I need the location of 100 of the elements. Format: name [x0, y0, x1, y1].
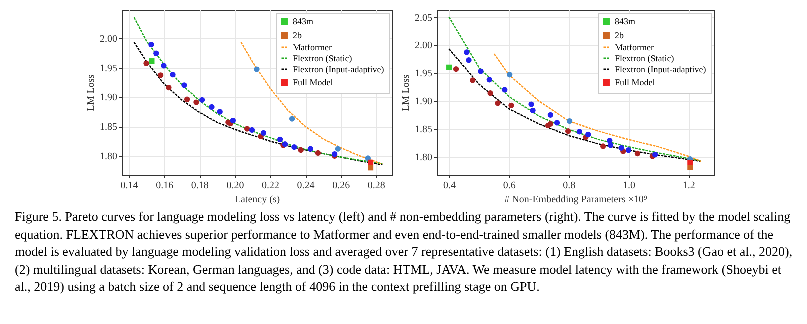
x-axis-title: Latency (s) — [234, 194, 280, 206]
y-tick-label: 2.00 — [415, 40, 432, 52]
caption: Figure 5. Pareto curves for language modeling loss vs latency (left) and # non-embedding parameters (right). The curve is fitted by the model scaling equation. FLEXTRON achieves superior performance to Matformer and even end-to-end-trained smaller models (843M). The performance of the model is evaluated by language modeling validation loss and averaged over 7 representative datasets: (1) English datasets: Books3 (Gao et al., 2020), (2) multilingual datasets: Korean, German languages, and (3) code data: HTML, JAVA. We measure model latency with the framework (Shoeybi et al., 2019) using a batch size of 2 and sequence length of 4096 in the context prefilling stage on GPU. — [15, 208, 794, 296]
point — [446, 64, 452, 70]
x-tick-label: 0.18 — [191, 180, 209, 192]
point — [453, 66, 460, 72]
point — [688, 160, 694, 166]
point — [144, 60, 150, 66]
y-tick-label: 1.85 — [415, 124, 432, 136]
point — [292, 144, 298, 150]
point — [495, 100, 501, 106]
legend-label: 2b — [615, 30, 624, 40]
legend-label: Flextron (Input-adaptive) — [293, 64, 384, 74]
x-tick-label: 0.24 — [297, 180, 315, 192]
point — [209, 104, 215, 110]
point — [194, 100, 200, 106]
point — [249, 127, 256, 134]
point — [368, 165, 374, 171]
x-tick-label: 1.0 — [622, 180, 636, 192]
x-tick-label: 0.14 — [120, 180, 138, 192]
y-tick-label: 1.95 — [415, 68, 432, 80]
x-tick-label: 0.20 — [226, 180, 244, 192]
point — [470, 78, 476, 84]
legend-label: 2b — [293, 30, 302, 40]
point — [565, 128, 572, 134]
legend-label: Matformer — [615, 42, 654, 52]
point — [530, 108, 536, 114]
y-tick-label: 1.90 — [100, 92, 118, 104]
x-tick-label: 0.26 — [332, 180, 350, 192]
legend-label: 843m — [615, 16, 636, 26]
point — [244, 126, 250, 132]
y-tick-label: 2.00 — [100, 34, 118, 45]
point — [652, 152, 658, 158]
point — [170, 72, 176, 78]
point — [158, 72, 164, 78]
point — [148, 42, 154, 48]
point — [199, 97, 206, 103]
point — [315, 150, 322, 156]
y-tick-label: 1.80 — [415, 152, 432, 164]
x-tick-label: 0.16 — [156, 180, 174, 192]
point — [618, 145, 624, 151]
point — [335, 146, 342, 152]
point — [478, 68, 484, 74]
point — [626, 148, 632, 154]
legend-label: Full Model — [293, 78, 334, 88]
point — [548, 112, 554, 118]
point — [507, 72, 513, 78]
legend-label: Flextron (Static) — [293, 54, 352, 64]
point — [466, 58, 472, 64]
legend-label: Flextron (Input-adaptive) — [615, 64, 706, 74]
point — [298, 147, 304, 154]
point — [586, 132, 592, 138]
point — [289, 116, 296, 122]
point — [277, 136, 284, 142]
point — [634, 150, 641, 157]
x-tick-label: 1.2 — [682, 180, 696, 192]
point — [566, 118, 573, 124]
point — [502, 87, 508, 93]
y-axis-title: LM Loss — [86, 74, 97, 112]
point — [308, 146, 314, 152]
line-series — [134, 17, 384, 164]
legend-label: Flextron (Static) — [615, 54, 674, 64]
x-tick-label: 0.6 — [503, 180, 516, 192]
legend-label: Full Model — [615, 78, 656, 88]
y-tick-label: 1.85 — [100, 122, 118, 134]
point — [688, 164, 694, 170]
point — [528, 102, 534, 108]
point — [368, 160, 374, 166]
point — [254, 66, 260, 72]
point — [608, 142, 614, 148]
point — [149, 58, 155, 64]
y-tick-label: 1.90 — [415, 96, 432, 108]
point — [576, 129, 583, 135]
line-series — [240, 42, 384, 166]
point — [166, 84, 172, 91]
point — [488, 90, 494, 96]
point — [260, 130, 267, 136]
y-tick-label: 1.80 — [100, 152, 118, 163]
point — [554, 120, 560, 126]
point — [217, 109, 223, 115]
point — [548, 121, 554, 127]
point — [184, 96, 190, 102]
point — [486, 77, 492, 83]
x-tick-label: 0.22 — [262, 180, 280, 192]
x-tick-label: 0.4 — [444, 180, 456, 192]
point — [161, 63, 167, 69]
point — [182, 82, 188, 88]
point — [508, 102, 514, 108]
line-series — [134, 42, 384, 166]
point — [230, 118, 236, 124]
y-axis-title: LM Loss — [401, 74, 412, 112]
point — [600, 144, 606, 150]
x-tick-label: 0.8 — [563, 180, 576, 192]
legend-label: Matformer — [293, 42, 332, 52]
point — [464, 50, 470, 56]
point — [154, 50, 160, 56]
x-axis-title: # Non-Embedding Parameters ×10⁹ — [504, 194, 648, 206]
y-tick-label: 2.05 — [415, 12, 432, 24]
legend-label: 843m — [293, 16, 314, 26]
y-tick-label: 1.95 — [100, 63, 118, 74]
